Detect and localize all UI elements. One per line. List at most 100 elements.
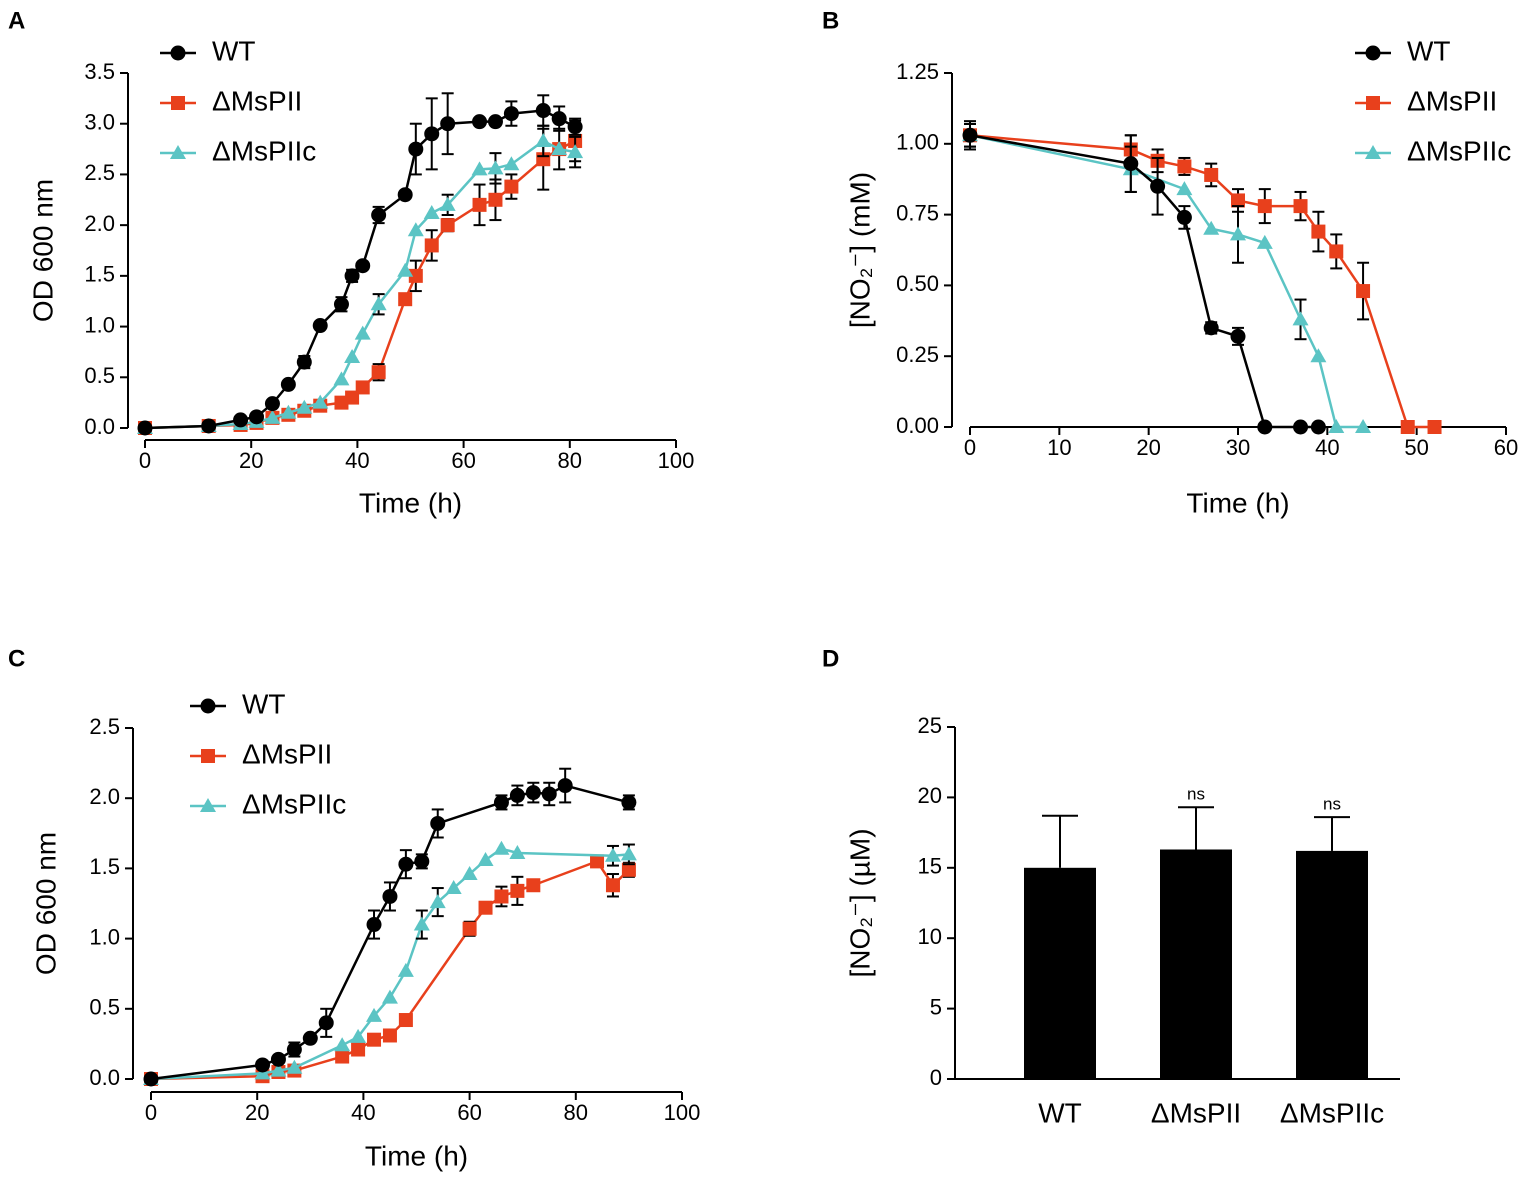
y-tick-label: 1.25 [896, 59, 939, 84]
x-axis-label: Time (h) [359, 487, 462, 518]
y-tick-label: 20 [918, 783, 942, 808]
marker [471, 161, 488, 176]
bar [1296, 850, 1368, 1079]
x-tick-label: 100 [664, 1100, 701, 1125]
x-tick-label: ΔMsPII [1151, 1097, 1241, 1128]
x-tick-label: 0 [145, 1100, 157, 1125]
marker [1176, 209, 1192, 225]
marker [382, 888, 398, 904]
panel-label: B [822, 7, 839, 34]
legend-item: WT [1355, 35, 1451, 66]
marker [1204, 167, 1219, 182]
series [962, 122, 1372, 433]
marker [408, 141, 424, 157]
y-tick-label: 0.50 [896, 271, 939, 296]
y-tick-label: 0.75 [896, 200, 939, 225]
series [963, 122, 1442, 434]
y-tick-label: 1.00 [896, 130, 939, 155]
marker [170, 45, 186, 61]
y-axis-label: OD 600 nm [27, 179, 58, 322]
marker [424, 238, 439, 253]
marker [621, 794, 637, 810]
y-tick-label: 0.0 [89, 1065, 120, 1090]
marker [510, 883, 525, 898]
legend-label: ΔMsPII [1407, 85, 1497, 116]
marker [333, 296, 349, 312]
legend-label: WT [1407, 35, 1451, 66]
x-axis-label: Time (h) [365, 1140, 468, 1171]
marker [381, 989, 398, 1004]
marker [1329, 244, 1344, 259]
marker [567, 144, 584, 159]
x-tick-label: 80 [558, 448, 582, 473]
marker [1356, 284, 1371, 299]
marker [296, 354, 312, 370]
marker [333, 371, 350, 386]
x-tick-label: 100 [658, 448, 695, 473]
marker [620, 846, 637, 861]
legend-item: WT [190, 688, 286, 719]
marker [445, 880, 462, 895]
marker [351, 1042, 366, 1057]
y-tick-label: 2.0 [84, 211, 115, 236]
marker [371, 365, 386, 380]
marker [280, 404, 297, 419]
marker [430, 815, 446, 831]
x-tick-label: 10 [1047, 435, 1071, 460]
y-tick-label: 1.5 [89, 854, 120, 879]
marker [1310, 348, 1327, 363]
series-line [144, 109, 576, 430]
marker [1310, 419, 1326, 435]
marker [286, 1042, 302, 1058]
y-tick-label: 2.5 [84, 160, 115, 185]
y-tick-label: 0.5 [84, 363, 115, 388]
marker [1176, 181, 1193, 196]
marker [503, 106, 519, 122]
marker [488, 192, 503, 207]
series [143, 767, 637, 1087]
marker [201, 418, 217, 434]
marker [493, 840, 510, 855]
marker [270, 1062, 287, 1077]
x-tick-label: 20 [239, 448, 263, 473]
marker [551, 141, 568, 156]
x-tick-label: 0 [139, 448, 151, 473]
marker [567, 119, 583, 135]
marker [1230, 328, 1246, 344]
x-tick-label: 60 [457, 1100, 481, 1125]
marker [487, 114, 503, 130]
marker [605, 878, 620, 893]
marker [302, 1030, 318, 1046]
y-tick-label: 2.0 [89, 784, 120, 809]
marker [439, 196, 456, 211]
series [137, 92, 583, 436]
marker [355, 258, 371, 274]
marker [335, 1049, 350, 1064]
marker [493, 794, 509, 810]
marker [170, 145, 186, 159]
marker [962, 127, 978, 143]
marker [424, 126, 440, 142]
marker [423, 204, 440, 219]
marker [604, 847, 621, 862]
marker [366, 917, 382, 933]
marker [200, 698, 216, 714]
marker [1293, 199, 1308, 214]
marker [398, 292, 413, 307]
marker [345, 390, 360, 405]
y-tick-label: 0 [930, 1065, 942, 1090]
x-tick-label: 40 [351, 1100, 375, 1125]
marker [397, 962, 414, 977]
marker [397, 187, 413, 203]
legend-item: ΔMsPIIc [160, 135, 316, 166]
marker [1328, 419, 1345, 433]
marker [264, 396, 280, 412]
y-tick-label: 5 [930, 994, 942, 1019]
marker [541, 786, 557, 802]
marker [509, 844, 526, 859]
marker [255, 1057, 271, 1073]
marker [487, 160, 504, 175]
y-tick-label: 15 [918, 854, 942, 879]
legend-label: ΔMsPIIc [212, 135, 316, 166]
